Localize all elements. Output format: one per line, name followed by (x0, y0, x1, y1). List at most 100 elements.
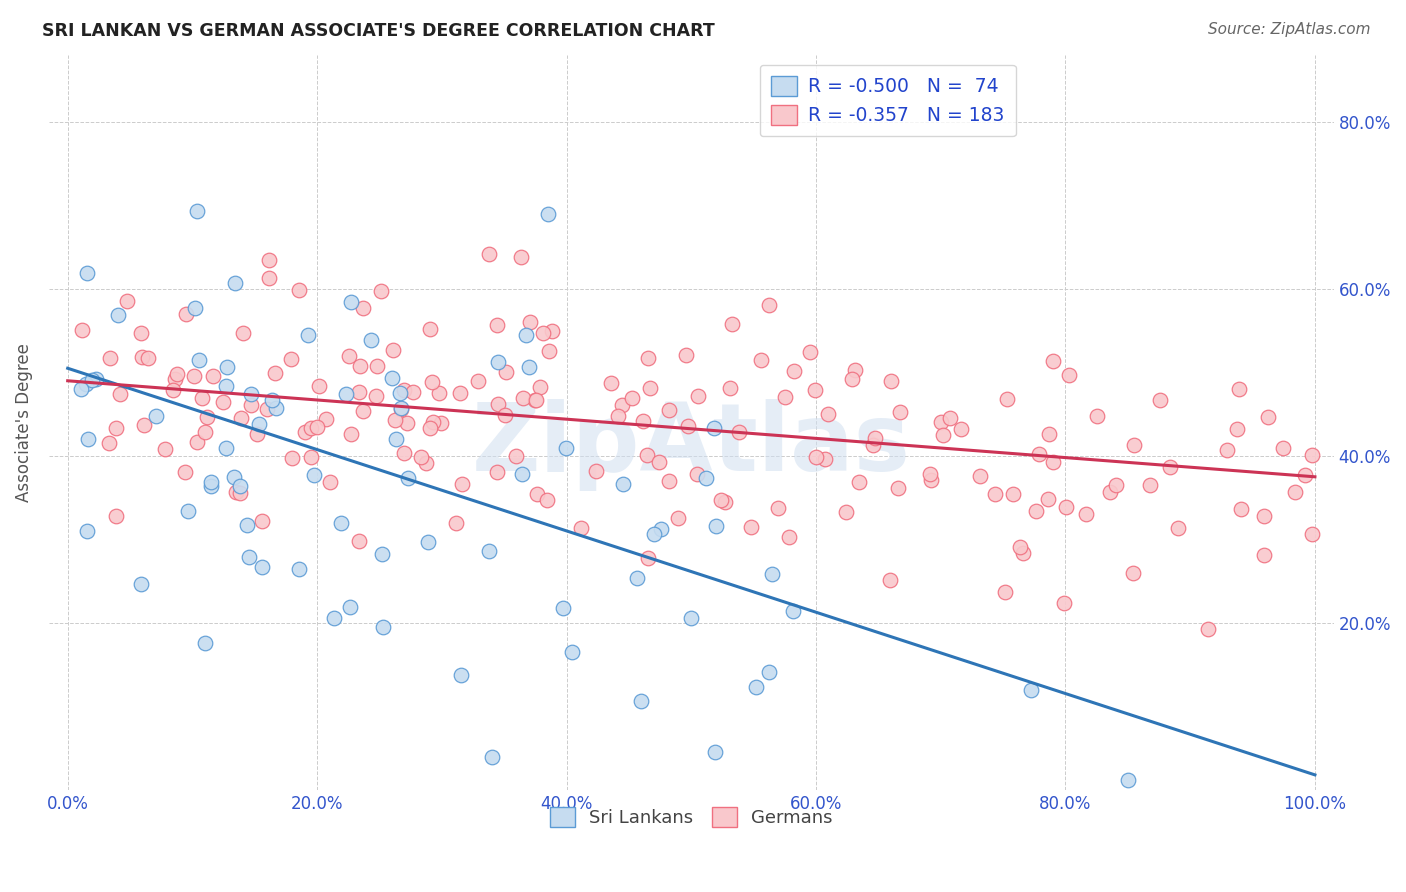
Point (115, 293, 138, 308)
Point (612, 476, 634, 491)
Point (606, 409, 628, 424)
Point (1253, 548, 1275, 562)
Point (450, 667, 472, 681)
Point (1301, 449, 1323, 463)
Point (768, 501, 790, 516)
Point (745, 680, 768, 694)
Point (932, 427, 955, 442)
Text: ZipAtlas: ZipAtlas (472, 399, 911, 491)
Point (524, 392, 547, 407)
Point (294, 425, 316, 439)
Point (486, 397, 509, 411)
Point (287, 284, 309, 298)
Point (246, 426, 269, 441)
Point (695, 471, 717, 485)
Point (1159, 460, 1181, 475)
Point (761, 566, 783, 581)
Point (1253, 508, 1275, 523)
Point (349, 359, 371, 373)
Point (238, 550, 260, 565)
Point (486, 355, 509, 369)
Point (537, 207, 560, 221)
Point (396, 416, 419, 430)
Point (1284, 485, 1306, 500)
Point (302, 467, 325, 482)
Point (256, 401, 278, 416)
Point (186, 203, 208, 218)
Point (526, 487, 548, 501)
Point (98, 435, 121, 450)
Point (814, 452, 837, 467)
Point (396, 471, 419, 485)
Point (676, 418, 699, 433)
Point (257, 271, 280, 285)
Point (610, 398, 633, 412)
Point (727, 425, 749, 440)
Point (720, 317, 742, 331)
Point (247, 417, 270, 431)
Point (131, 351, 153, 365)
Point (166, 367, 188, 381)
Point (430, 416, 453, 430)
Point (416, 534, 439, 549)
Point (415, 456, 437, 470)
Point (706, 518, 728, 533)
Point (419, 322, 441, 336)
Point (162, 383, 184, 397)
Point (969, 469, 991, 483)
Point (486, 318, 509, 332)
Point (280, 352, 302, 367)
Point (250, 560, 273, 574)
Point (352, 404, 374, 418)
Point (848, 475, 870, 489)
Point (637, 551, 659, 566)
Point (224, 277, 246, 291)
Point (366, 359, 388, 373)
Point (352, 301, 374, 315)
Point (200, 475, 222, 489)
Point (515, 328, 537, 343)
Point (202, 368, 225, 383)
Point (1116, 773, 1139, 788)
Point (510, 250, 533, 264)
Point (104, 420, 127, 434)
Point (339, 599, 361, 614)
Point (110, 387, 132, 401)
Point (195, 409, 218, 424)
Point (638, 381, 661, 395)
Point (600, 376, 623, 391)
Point (1038, 492, 1060, 507)
Point (879, 573, 901, 587)
Point (381, 371, 404, 385)
Point (98, 351, 121, 365)
Point (422, 415, 444, 429)
Point (308, 379, 330, 393)
Legend: Sri Lankans, Germans: Sri Lankans, Germans (541, 798, 842, 836)
Point (347, 384, 370, 399)
Point (510, 467, 533, 481)
Point (174, 465, 197, 479)
Point (212, 394, 235, 409)
Point (880, 374, 903, 388)
Point (758, 665, 780, 679)
Point (1054, 500, 1077, 514)
Point (364, 389, 387, 403)
Point (481, 750, 503, 764)
Point (569, 521, 592, 535)
Point (337, 349, 360, 363)
Point (658, 475, 681, 489)
Point (281, 451, 304, 466)
Point (75, 377, 97, 392)
Point (132, 418, 155, 433)
Point (371, 547, 394, 561)
Point (773, 390, 796, 404)
Point (1002, 487, 1025, 501)
Point (370, 285, 392, 299)
Point (994, 584, 1017, 599)
Point (679, 610, 702, 624)
Point (1149, 393, 1171, 408)
Point (834, 505, 856, 519)
Point (536, 493, 558, 508)
Point (107, 308, 129, 322)
Point (585, 465, 607, 479)
